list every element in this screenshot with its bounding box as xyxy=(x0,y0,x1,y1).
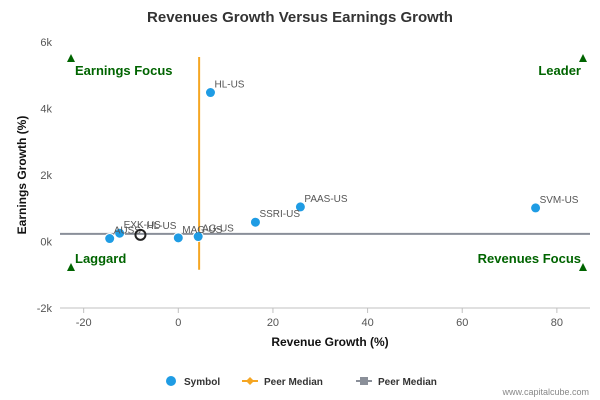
data-point-label: EXK-US xyxy=(124,220,162,231)
legend-square-marker xyxy=(360,377,368,385)
data-point-label: SVM-US xyxy=(540,195,579,206)
quadrant-marker-top-left xyxy=(67,54,75,62)
subject-point-label: HL-US xyxy=(146,221,176,232)
x-tick-label: 40 xyxy=(361,317,373,329)
data-point-label: AUSS xyxy=(114,226,142,237)
x-tick-label: 20 xyxy=(267,317,279,329)
quadrant-marker-bottom-left xyxy=(67,263,75,271)
x-tick-label: 80 xyxy=(551,317,563,329)
legend-item-peer-median-vertical[interactable]: Peer Median xyxy=(242,377,323,388)
x-tick-label: 60 xyxy=(456,317,468,329)
quadrant-marker-top-right xyxy=(579,54,587,62)
y-tick-label: 2k xyxy=(40,170,52,182)
legend-diamond-marker xyxy=(246,377,254,385)
data-point xyxy=(172,232,184,244)
x-tick-label: -20 xyxy=(76,317,92,329)
legend: Symbol Peer Median Peer Median xyxy=(166,376,437,388)
data-point-label: SSRI-US xyxy=(259,209,300,220)
legend-item-symbol[interactable]: Symbol xyxy=(166,376,220,388)
x-tick-label: 0 xyxy=(175,317,181,329)
quadrant-label-leader: Leader xyxy=(538,63,581,78)
data-point xyxy=(294,201,306,213)
y-tick-label: 0k xyxy=(40,237,52,249)
subject-point xyxy=(134,228,147,241)
legend-symbol-marker xyxy=(166,376,176,386)
data-point xyxy=(192,231,204,243)
y-tick-label: 4k xyxy=(40,104,52,116)
data-point xyxy=(249,216,261,228)
data-point-label: HL-US xyxy=(214,80,244,91)
source-credit: www.capitalcube.com xyxy=(501,387,589,397)
legend-peer-median-label-2: Peer Median xyxy=(378,377,437,388)
chart-title: Revenues Growth Versus Earnings Growth xyxy=(147,9,453,26)
legend-peer-median-label: Peer Median xyxy=(264,377,323,388)
data-point xyxy=(104,233,116,245)
quadrant-label-earnings-focus: Earnings Focus xyxy=(75,63,173,78)
data-point xyxy=(204,87,216,99)
y-axis-title: Earnings Growth (%) xyxy=(15,116,29,235)
plot-area: -20 0 20 40 60 80 -2k 0k 2k 4k 6k HL-US SVM-US PAAS-U… xyxy=(37,37,590,329)
data-point xyxy=(530,202,542,214)
quadrant-marker-bottom-right xyxy=(579,263,587,271)
data-point-label: MAG-US xyxy=(182,225,222,236)
x-axis-title: Revenue Growth (%) xyxy=(271,335,388,349)
data-point xyxy=(114,227,126,239)
legend-symbol-label: Symbol xyxy=(184,377,220,388)
y-tick-label: -2k xyxy=(37,303,53,315)
data-point-label: AG-US xyxy=(202,224,234,235)
quadrant-label-laggard: Laggard xyxy=(75,251,126,266)
legend-item-peer-median-horizontal[interactable]: Peer Median xyxy=(356,377,437,388)
quadrant-label-revenues-focus: Revenues Focus xyxy=(478,251,581,266)
y-tick-label: 6k xyxy=(40,37,52,49)
data-point-label: PAAS-US xyxy=(304,194,347,205)
